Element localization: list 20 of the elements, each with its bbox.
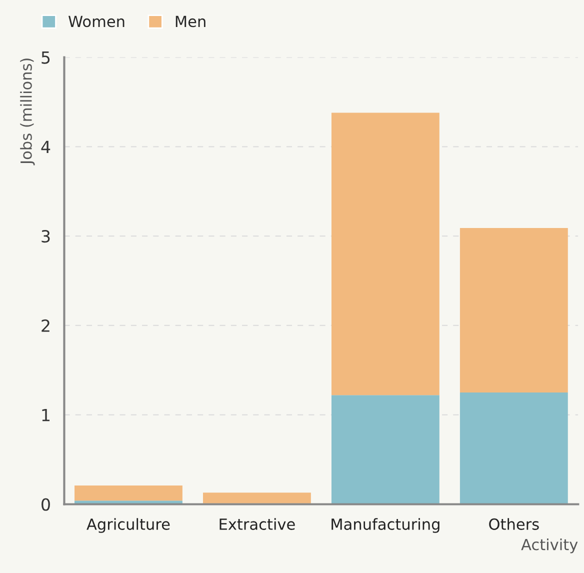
x-tick-label: Extractive [220,518,295,530]
bar [331,112,440,396]
x-tick-label: Others [489,518,539,530]
bar [74,485,182,501]
bar [331,395,440,504]
y-tick-label: 3 [42,230,50,243]
y-tick-label: 2 [42,319,50,332]
y-tick-label: 1 [42,409,50,422]
legend-label: Women [68,16,124,28]
y-axis-title: Jobs (millions) [20,58,35,166]
y-tick-label: 0 [42,498,50,511]
bar [203,492,311,504]
bar [460,228,568,393]
y-tick-label: 5 [42,51,50,64]
x-tick-label: Agriculture [86,518,170,533]
x-axis-title: Activity [521,538,578,554]
x-tick-label: Manufacturing [332,518,440,533]
bar [460,392,568,504]
legend-label: Men [176,16,206,28]
y-tick-label: 4 [41,140,50,154]
